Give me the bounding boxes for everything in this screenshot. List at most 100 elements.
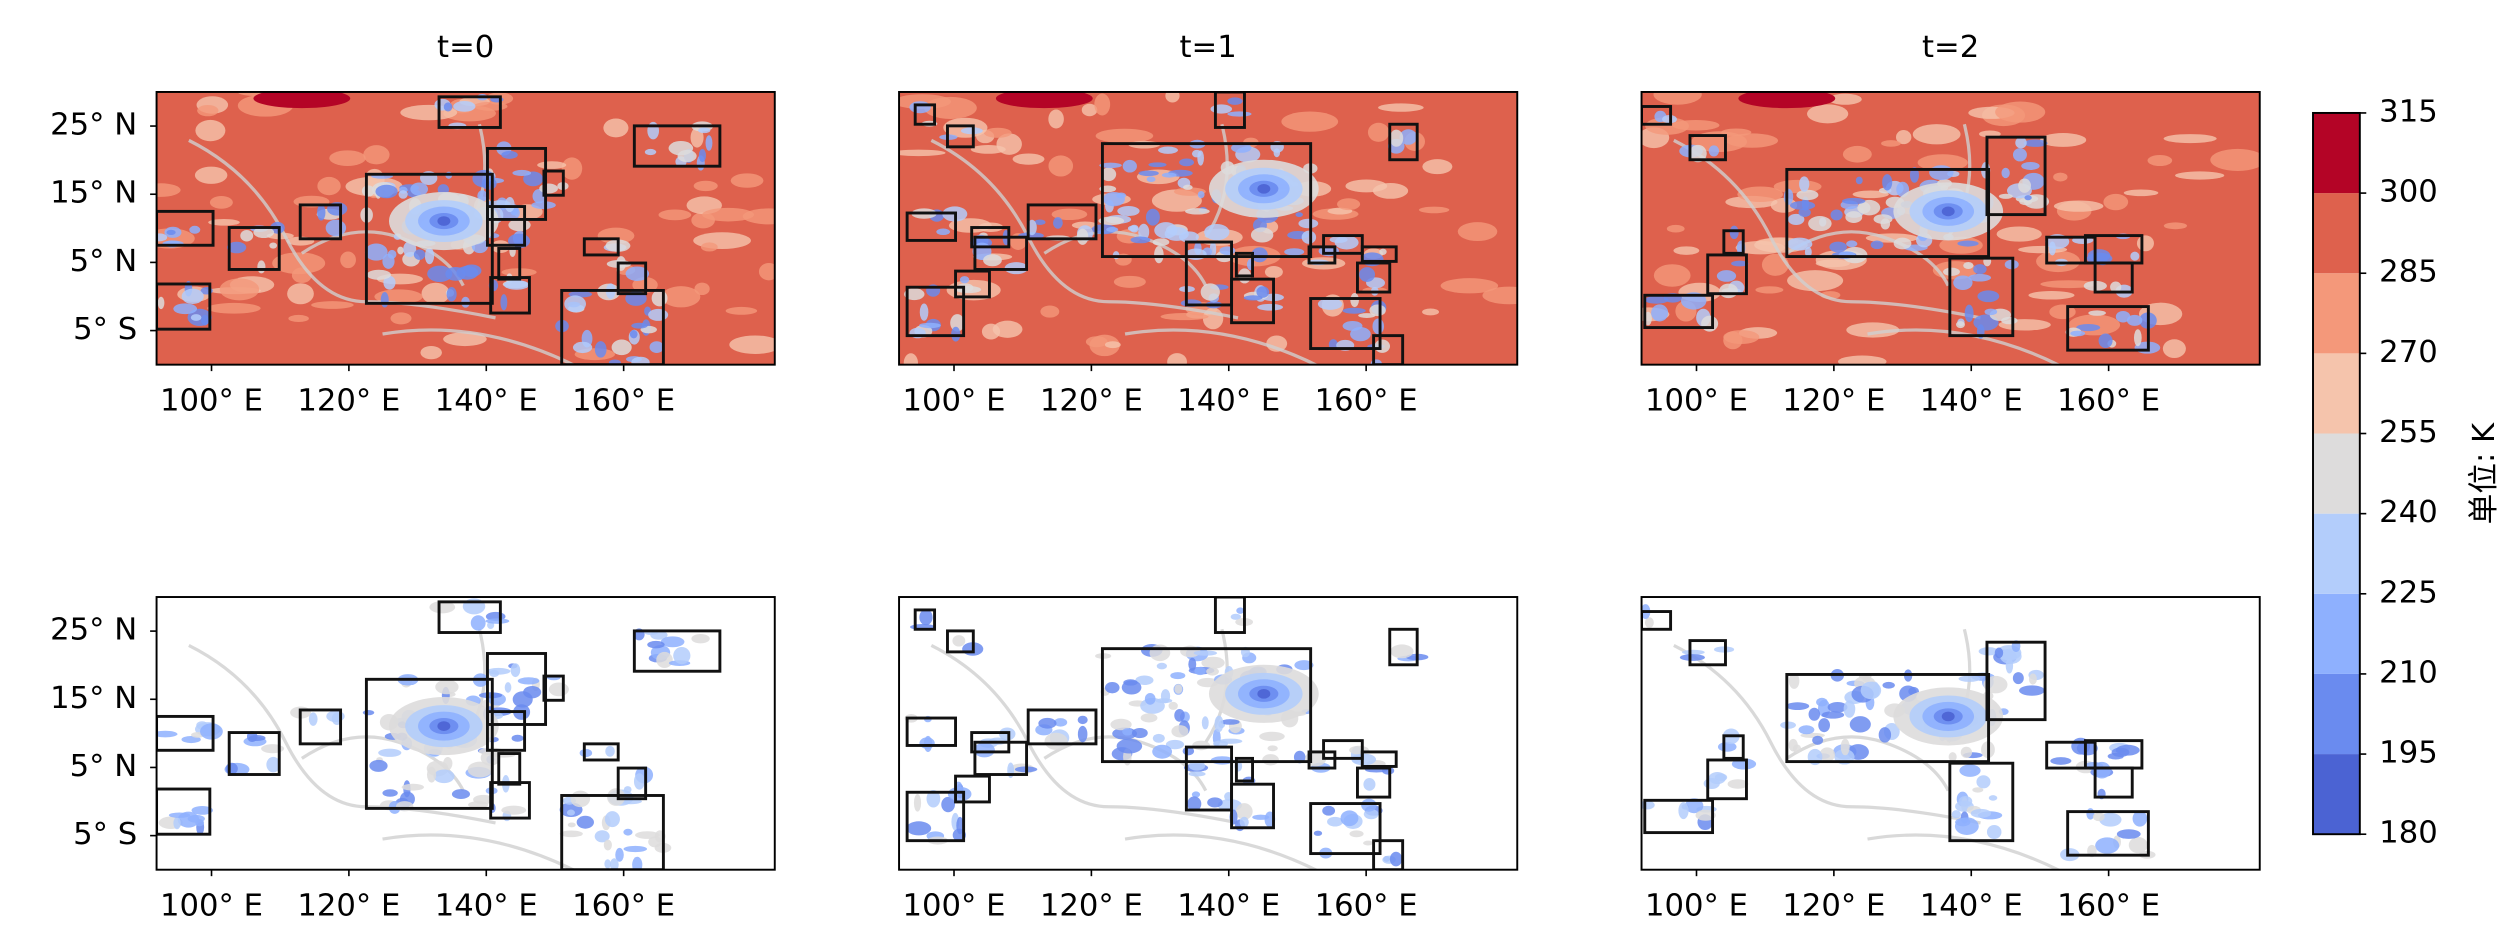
x-tick-label: 160° E xyxy=(572,383,675,418)
warm-patch xyxy=(2040,280,2098,289)
detection-box xyxy=(582,237,620,257)
cloud xyxy=(913,794,922,812)
cloud xyxy=(1816,697,1828,707)
panel-title: t=0 xyxy=(437,30,494,65)
cloud xyxy=(631,322,648,329)
cloud xyxy=(1808,215,1832,232)
warm-patch xyxy=(1842,145,1872,163)
cloud xyxy=(1644,296,1669,304)
warm-patch xyxy=(603,118,629,138)
x-tick-label: 140° E xyxy=(1920,888,2023,923)
cloud xyxy=(1789,201,1816,210)
cloud xyxy=(269,242,278,249)
cloud xyxy=(2015,137,2027,149)
warm-patch xyxy=(1846,322,1900,338)
cloud xyxy=(1977,290,2000,303)
cloud xyxy=(1165,739,1185,750)
warm-patch xyxy=(1095,128,1154,144)
detection-box xyxy=(1785,167,1991,259)
warm-patch xyxy=(1653,91,1702,105)
axes-frame xyxy=(155,596,776,871)
cloud xyxy=(1250,227,1274,243)
cloud xyxy=(1882,174,1893,191)
detection-box xyxy=(1706,253,1748,296)
cloud xyxy=(500,294,508,311)
detection-box xyxy=(1230,277,1275,325)
warm-patch xyxy=(1912,124,1961,145)
cloud xyxy=(383,275,396,290)
x-tick-label: 120° E xyxy=(297,888,400,923)
storm xyxy=(437,721,451,731)
cloud xyxy=(648,308,669,321)
detection-box xyxy=(1985,135,2047,217)
detection-box xyxy=(954,774,991,804)
cloud xyxy=(1958,675,1981,682)
cloud xyxy=(446,286,457,302)
cloud xyxy=(1317,298,1343,310)
detection-box xyxy=(1641,610,1673,631)
cloud xyxy=(1104,682,1120,694)
cloud xyxy=(1708,145,1720,157)
detection-box xyxy=(1026,203,1098,241)
cloud xyxy=(317,204,326,221)
detection-box xyxy=(1688,134,1727,162)
cloud xyxy=(1827,702,1848,713)
cloud xyxy=(1116,738,1143,754)
detection-box xyxy=(2066,810,2150,857)
cloud xyxy=(1873,214,1893,224)
cloud xyxy=(1819,747,1836,762)
cloud xyxy=(1363,809,1379,820)
cloud xyxy=(1231,142,1252,153)
cloud xyxy=(1684,798,1704,814)
warm-patch xyxy=(1666,224,1685,233)
cloud xyxy=(2126,314,2143,326)
detection-box xyxy=(486,205,527,247)
storm xyxy=(437,216,451,226)
y-tick-label: 15° N xyxy=(50,176,137,211)
detection-box xyxy=(1722,734,1745,760)
warm-patch xyxy=(1737,186,1784,202)
cloud xyxy=(2095,837,2120,854)
warm-patch xyxy=(1165,91,1180,103)
cloud xyxy=(564,295,587,313)
cloud xyxy=(424,247,435,265)
cloud xyxy=(1185,208,1210,215)
cloud xyxy=(594,341,607,358)
cloud xyxy=(468,801,489,809)
cloud xyxy=(1984,308,1998,316)
cloud xyxy=(572,341,593,354)
cloud xyxy=(308,712,318,726)
cloud xyxy=(1964,304,1974,323)
cloud xyxy=(2098,333,2113,348)
panel-title: t=2 xyxy=(1922,30,1979,65)
detection-box xyxy=(1360,245,1398,263)
cloud xyxy=(1399,129,1418,145)
cloud xyxy=(1077,715,1088,725)
warm-patch xyxy=(1482,286,1518,305)
cloud xyxy=(181,735,201,744)
cloud xyxy=(1188,760,1206,771)
cloud xyxy=(1651,304,1669,322)
x-tick-label: 100° E xyxy=(1645,383,1748,418)
cloud xyxy=(426,766,437,783)
cloud xyxy=(1259,731,1285,742)
detection-box xyxy=(1641,105,1673,126)
cloud xyxy=(1122,728,1133,736)
colorbar-frame xyxy=(2312,111,2361,836)
cloud xyxy=(427,265,453,282)
colorbar-tick-label: 300 xyxy=(2379,175,2438,210)
cloud xyxy=(1053,718,1068,727)
warm-patch xyxy=(1723,330,1760,344)
cloud xyxy=(1243,295,1263,301)
cloud xyxy=(200,314,209,326)
warm-patch xyxy=(2123,189,2159,197)
warm-patch xyxy=(1828,93,1862,105)
panel-title: t=1 xyxy=(1180,30,1237,65)
warm-patch xyxy=(1094,93,1111,116)
cloud xyxy=(1798,725,1815,735)
cloud xyxy=(1689,144,1707,163)
cloud xyxy=(364,243,388,261)
warm-patch xyxy=(1418,206,1450,214)
cloud xyxy=(950,314,965,332)
